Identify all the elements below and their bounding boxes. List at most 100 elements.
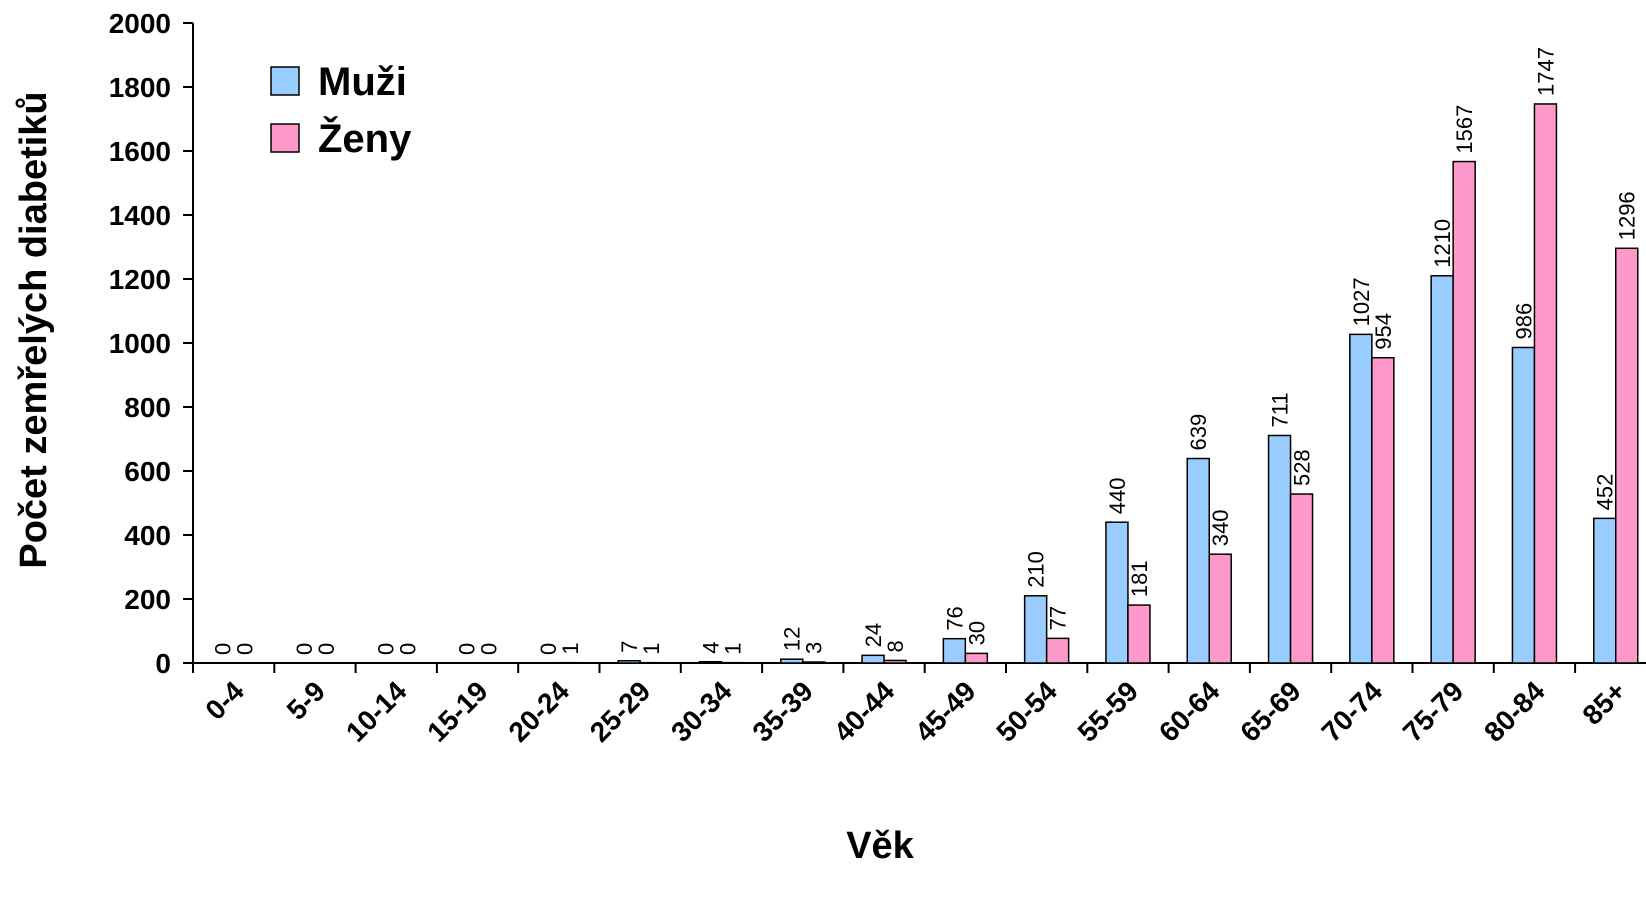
data-label: 711: [1268, 392, 1293, 427]
data-label: 954: [1371, 313, 1396, 350]
data-label: 7: [617, 641, 642, 653]
data-label: 24: [861, 623, 886, 647]
bar-muzi: [1105, 521, 1129, 664]
bar-muzi: [617, 660, 641, 664]
data-label: 0: [314, 643, 339, 655]
y-tick-label: 1000: [109, 328, 171, 359]
y-tick-label: 1800: [109, 72, 171, 103]
bar-muzi: [1593, 517, 1617, 664]
bar-zeny: [964, 652, 989, 664]
bar-zeny: [1533, 103, 1558, 664]
data-label: 0: [211, 643, 236, 655]
data-label: 4: [698, 641, 723, 653]
data-label: 1567: [1452, 105, 1477, 154]
data-label: 30: [964, 621, 989, 645]
x-tick-label: 20-24: [503, 675, 576, 748]
y-tick-label: 0: [155, 648, 171, 679]
bar-zeny: [802, 661, 826, 664]
y-tick-label: 400: [124, 520, 171, 551]
data-label: 528: [1290, 449, 1315, 486]
bar-muzi: [1267, 434, 1292, 664]
bar-zeny: [1289, 493, 1314, 664]
y-tick-label: 2000: [109, 8, 171, 39]
data-label: 1210: [1430, 219, 1455, 268]
data-label: 1: [639, 642, 664, 654]
bar-muzi: [942, 637, 967, 664]
x-tick-label: 45-49: [909, 675, 982, 748]
data-label: 181: [1127, 560, 1152, 597]
data-label: 0: [536, 643, 561, 655]
x-tick-label: 75-79: [1397, 675, 1470, 748]
x-tick-label: 70-74: [1316, 675, 1389, 748]
x-tick-label: 5-9: [281, 675, 332, 726]
data-label: 0: [395, 643, 420, 655]
data-label: 3: [802, 642, 827, 654]
bar-zeny: [1127, 604, 1151, 664]
data-label: 8: [883, 640, 908, 652]
bar-zeny: [883, 659, 907, 664]
y-tick-label: 1200: [109, 264, 171, 295]
bar-muzi: [698, 660, 723, 664]
data-label: 1: [720, 642, 745, 654]
bar-zeny: [1615, 247, 1639, 664]
data-label: 440: [1105, 477, 1130, 514]
data-label: 0: [373, 643, 398, 655]
x-tick-label: 10-14: [340, 675, 413, 748]
labels: 0-4 5-9 10-14 15-19 20-24 25-29 30-34 35-39 40-4…: [199, 47, 1639, 748]
bar-zeny: [1208, 553, 1232, 664]
bar-muzi: [780, 658, 804, 664]
x-tick-label: 25-29: [584, 675, 657, 748]
data-label: 1747: [1533, 47, 1558, 96]
x-tick-label: 65-69: [1234, 675, 1307, 748]
data-label: 0: [292, 643, 317, 655]
bar-zeny: [1452, 160, 1476, 664]
data-label: 340: [1208, 509, 1233, 546]
x-tick-label: 50-54: [990, 675, 1063, 748]
data-label: 986: [1511, 303, 1536, 340]
legend-swatch: [270, 66, 300, 96]
x-tick-label: 0-4: [199, 675, 250, 726]
bar-muzi: [1349, 333, 1373, 664]
x-tick-label: 55-59: [1072, 675, 1145, 748]
data-label: 1: [558, 642, 583, 654]
x-tick-label: 15-19: [421, 675, 494, 748]
bar-zeny: [1371, 356, 1395, 664]
legend: Muži Ženy: [270, 60, 412, 161]
bars: [558, 103, 1639, 664]
data-label: 1296: [1615, 191, 1640, 240]
y-axis-title: Počet zemřelých diabetiků: [13, 91, 55, 568]
legend-label: Ženy: [318, 115, 412, 161]
x-tick-label: 80-84: [1478, 675, 1551, 748]
bar-zeny: [1045, 637, 1070, 664]
x-axis-title: Věk: [846, 825, 914, 867]
data-label: 0: [455, 643, 480, 655]
bar-muzi: [1186, 457, 1210, 664]
data-label: 210: [1024, 551, 1049, 588]
data-label: 0: [477, 643, 502, 655]
data-label: 76: [942, 606, 967, 630]
bar-muzi: [1023, 595, 1048, 664]
data-label: 452: [1593, 474, 1618, 511]
data-label: 77: [1046, 606, 1071, 630]
data-label: 12: [780, 627, 805, 651]
bar-muzi: [1430, 275, 1454, 664]
y-tick-label: 1600: [109, 136, 171, 167]
legend-label: Muži: [318, 60, 407, 104]
bar-muzi: [861, 654, 885, 664]
bar-muzi: [1511, 346, 1536, 664]
x-tick-label: 35-39: [746, 675, 819, 748]
data-label: 0: [233, 643, 258, 655]
x-tick-label: 85+: [1576, 675, 1632, 731]
y-tick-label: 200: [124, 584, 171, 615]
y-tick-label: 1400: [109, 200, 171, 231]
y-tick-label: 600: [124, 456, 171, 487]
legend-swatch: [270, 123, 300, 153]
x-tick-label: 40-44: [828, 675, 901, 748]
data-label: 639: [1186, 414, 1211, 451]
x-tick-label: 30-34: [665, 675, 738, 748]
data-label: 1027: [1349, 277, 1374, 326]
y-tick-label: 800: [124, 392, 171, 423]
